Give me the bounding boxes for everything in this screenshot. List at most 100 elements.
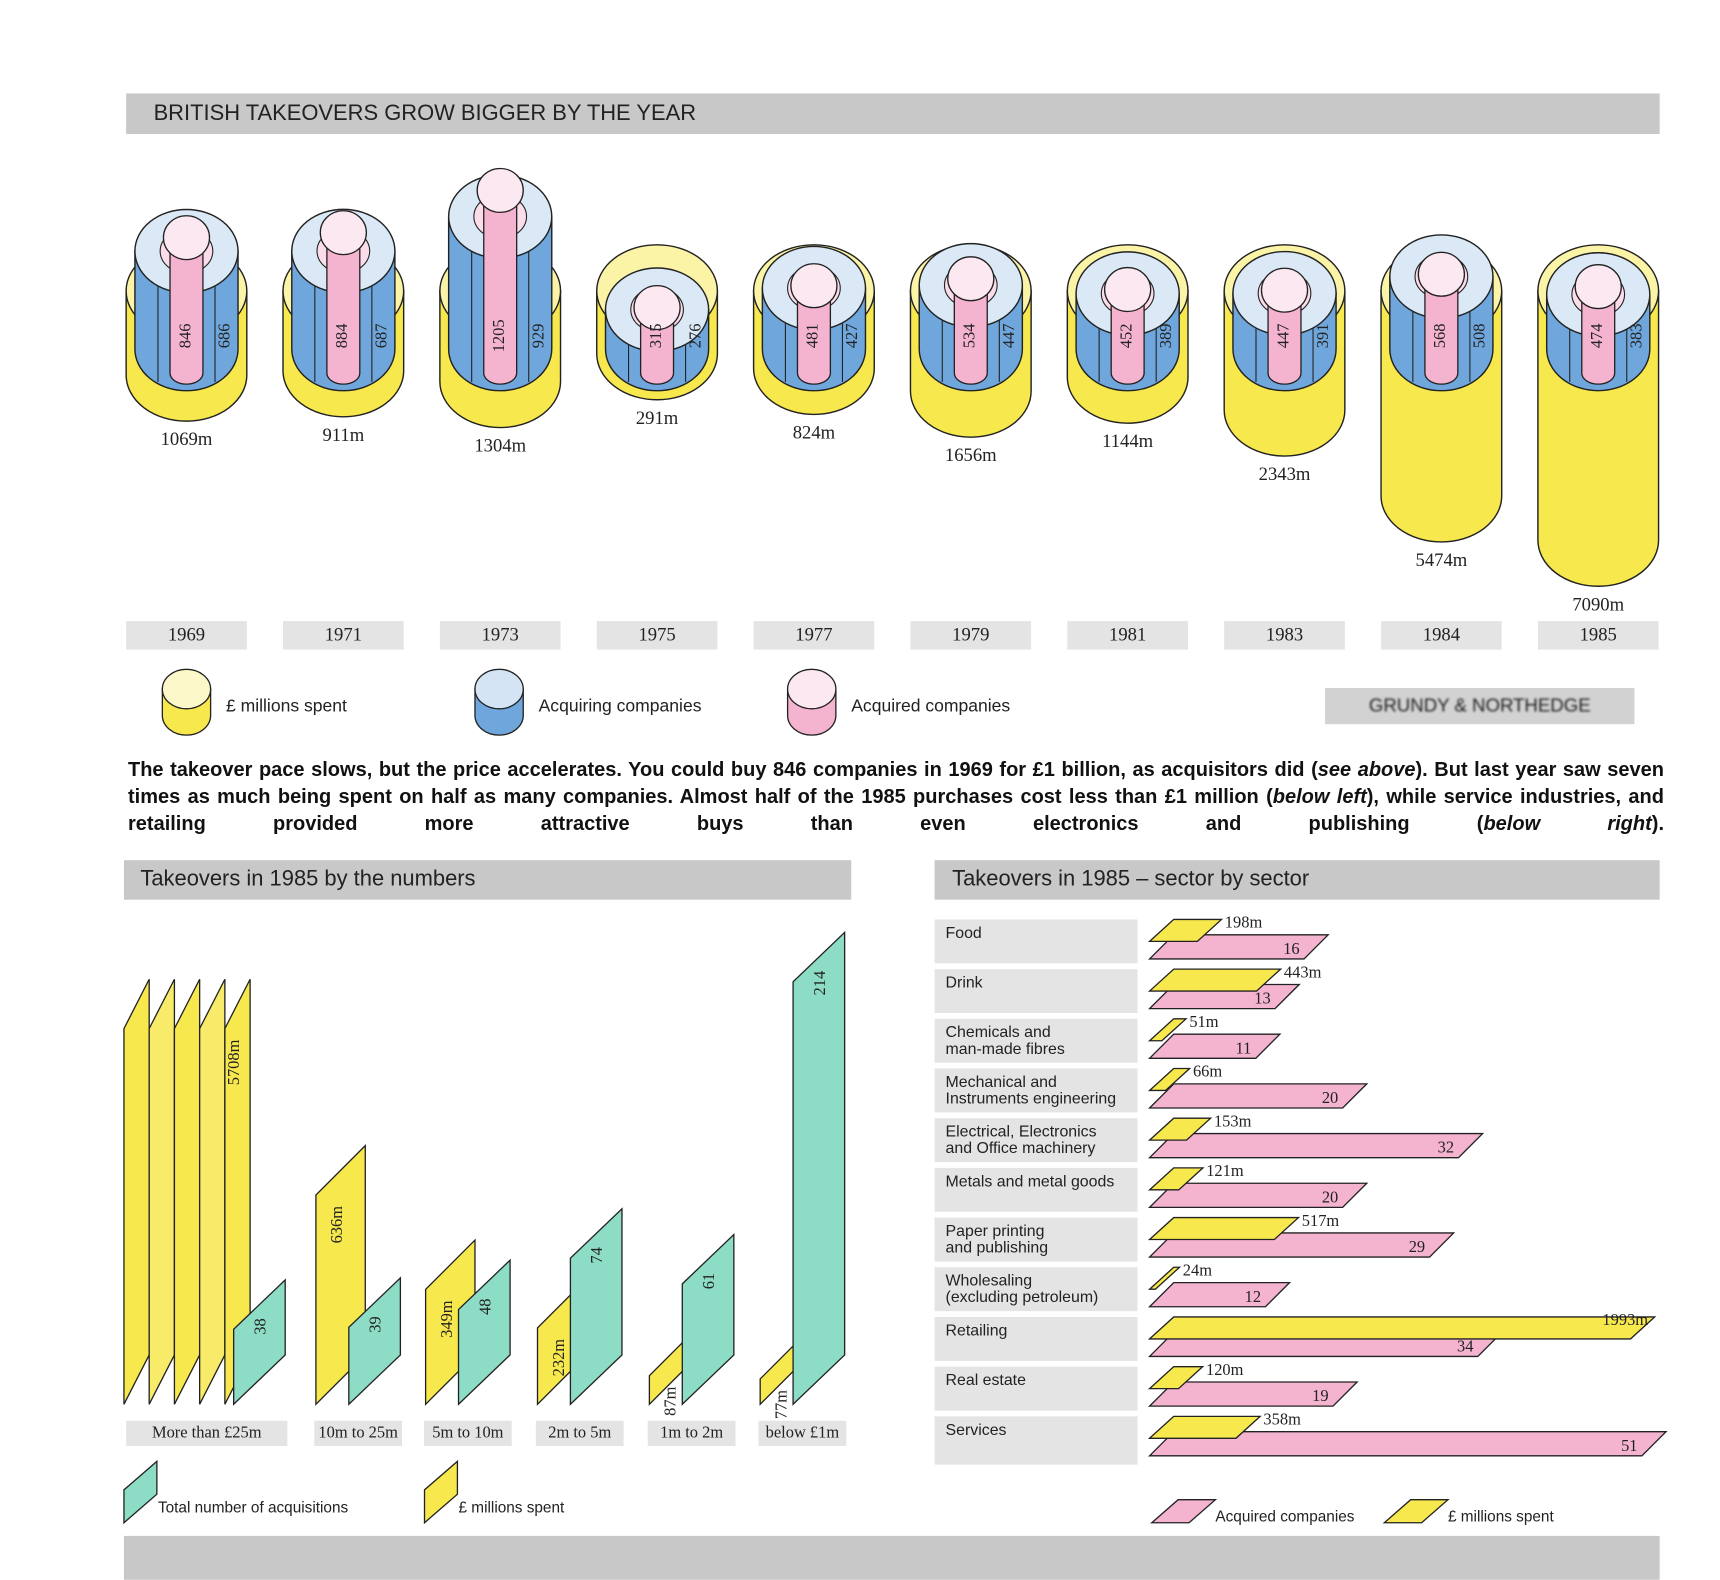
acquisitions-bar xyxy=(457,1258,511,1406)
year-box xyxy=(910,621,1032,650)
spent-bar xyxy=(1147,1117,1213,1141)
value-label: 452 xyxy=(1116,324,1135,349)
value-label: 427 xyxy=(842,324,861,349)
value-label: 20 xyxy=(1322,1088,1338,1107)
legend-label: £ millions spent xyxy=(226,695,347,715)
acquired-cylinder xyxy=(1424,273,1459,385)
year-box xyxy=(439,621,561,650)
caption-text: ). But last year saw seven times as much… xyxy=(128,759,1665,808)
year-box xyxy=(753,621,875,650)
credit-box xyxy=(1325,687,1635,725)
category-box xyxy=(934,1316,1138,1361)
value-label: 214 xyxy=(810,971,829,996)
value-label: 884 xyxy=(332,324,351,349)
x-tick-label: More than £25m xyxy=(152,1423,262,1442)
title-bar xyxy=(126,93,1660,135)
category-box xyxy=(934,969,1138,1014)
year-box xyxy=(1067,621,1188,650)
y-tick-label: Drink xyxy=(946,975,983,992)
value-label: 11 xyxy=(1236,1038,1252,1057)
value-label: 911m xyxy=(322,425,364,446)
value-label: 389 xyxy=(1156,324,1175,349)
acquired-cylinder xyxy=(1110,288,1145,385)
caption-ref: see above xyxy=(1317,759,1416,781)
legend-swatch xyxy=(423,1459,459,1525)
acquisitions-bar xyxy=(348,1276,402,1406)
category-box xyxy=(934,1118,1138,1163)
cylinder-top xyxy=(1260,267,1309,313)
cylinder-top xyxy=(947,256,995,302)
caption-text: ). xyxy=(1651,813,1664,835)
x-tick-label: 1973 xyxy=(482,625,519,646)
year-box xyxy=(1381,621,1502,650)
acquired-bar xyxy=(1148,1281,1292,1308)
value-label: 474 xyxy=(1587,324,1606,349)
category-box xyxy=(934,919,1138,964)
value-label: 1144m xyxy=(1102,431,1154,452)
value-label: 12 xyxy=(1245,1287,1261,1306)
y-tick-label: Services xyxy=(946,1422,1007,1439)
y-tick-label: Retailing xyxy=(946,1322,1008,1339)
year-box xyxy=(126,621,247,650)
acquisitions-bar xyxy=(792,930,846,1406)
value-label: 74 xyxy=(587,1247,606,1263)
value-label: 1304m xyxy=(474,436,526,457)
bar-panel xyxy=(173,978,201,1405)
value-label: 568 xyxy=(1430,324,1449,349)
x-tick-label: 1969 xyxy=(168,625,205,646)
acquired-bar xyxy=(1148,1431,1668,1457)
caption-ref: below left xyxy=(1272,786,1367,808)
value-label: 51m xyxy=(1189,1012,1218,1031)
value-label: 29 xyxy=(1409,1237,1425,1256)
legend-label: Acquired companies xyxy=(1215,1508,1354,1525)
acquired-bar xyxy=(1148,1033,1282,1059)
acquired-cylinder xyxy=(483,189,518,385)
y-tick-label: Chemicals and man-made fibres xyxy=(946,1024,1065,1058)
y-tick-label: Food xyxy=(946,925,982,942)
legend-label: Acquiring companies xyxy=(539,695,702,715)
acquired-bar xyxy=(1148,1182,1369,1209)
spent-bar xyxy=(1147,1316,1657,1340)
cylinder-top xyxy=(1574,264,1622,310)
value-label: 66m xyxy=(1193,1062,1222,1081)
category-box xyxy=(758,1420,847,1446)
cylinder-top xyxy=(162,215,211,261)
acquired-cylinder xyxy=(169,237,204,385)
x-tick-label: 1981 xyxy=(1109,625,1146,646)
value-label: 291m xyxy=(636,408,679,429)
y-tick-label: Wholesaling (excluding petroleum) xyxy=(946,1273,1099,1307)
value-label: 5708m xyxy=(224,1039,243,1085)
value-label: 636m xyxy=(327,1206,346,1244)
legend-swatch xyxy=(1150,1499,1218,1524)
value-label: 686 xyxy=(215,324,234,349)
legend-label: Total number of acquisitions xyxy=(158,1500,349,1517)
spent-bar xyxy=(1147,1415,1262,1439)
caption-text: ), while service industries, and retaili… xyxy=(128,786,1664,835)
value-label: 38 xyxy=(250,1318,269,1334)
spent-bar xyxy=(1147,968,1283,992)
x-tick-label: 1985 xyxy=(1580,625,1617,646)
value-label: 5474m xyxy=(1416,550,1468,571)
value-label: 16 xyxy=(1283,939,1299,958)
x-tick-label: 1977 xyxy=(795,625,832,646)
acquired-bar xyxy=(1148,1381,1359,1407)
category-box xyxy=(934,1267,1138,1312)
acquired-cylinder xyxy=(953,278,988,385)
acquired-cylinder xyxy=(796,285,832,385)
y-tick-label: Metals and metal goods xyxy=(946,1173,1115,1190)
x-tick-label: below £1m xyxy=(766,1423,840,1442)
value-label: 824m xyxy=(793,422,836,443)
value-label: 447 xyxy=(999,324,1018,349)
x-tick-label: 1971 xyxy=(325,625,362,646)
legend-label: Acquired companies xyxy=(851,695,1010,715)
category-box xyxy=(647,1420,736,1446)
value-label: 19 xyxy=(1312,1386,1328,1405)
value-label: 77m xyxy=(771,1390,790,1419)
value-label: 32 xyxy=(1438,1138,1454,1157)
category-box xyxy=(934,1068,1138,1113)
value-label: 358m xyxy=(1263,1410,1301,1429)
year-box xyxy=(1537,621,1659,650)
value-label: 315 xyxy=(646,324,665,349)
